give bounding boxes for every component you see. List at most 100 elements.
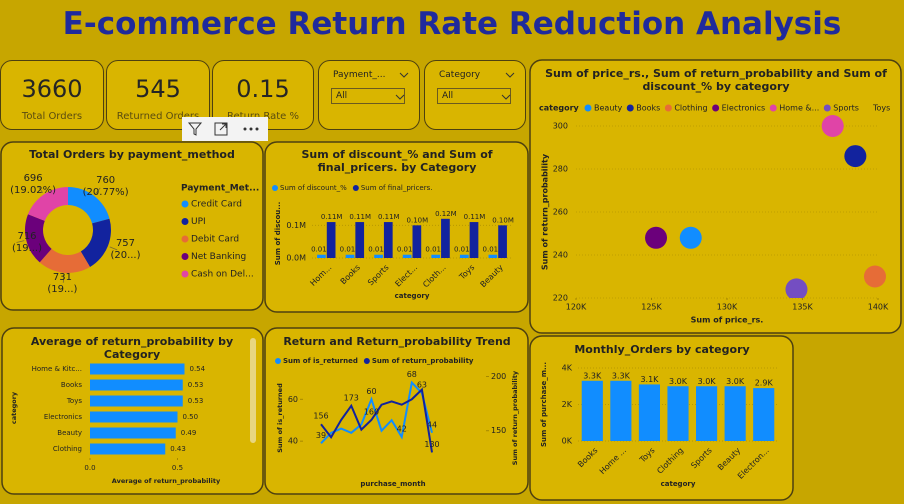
bar [402,254,412,258]
scatter-point [679,226,702,249]
legend-title: Payment_Met... [181,184,259,194]
y-tick-label: 0.0M [286,254,306,263]
panel [1,327,264,495]
legend-marker [181,253,189,260]
legend-label: Electronics [722,104,766,113]
bar [345,254,355,258]
bar [317,254,326,258]
data-label: 130 [424,440,439,449]
legend-marker [181,270,189,278]
data-label: 0.54 [190,365,206,373]
leader-line [94,187,101,195]
y-tick-label: 240 [553,251,568,260]
data-label: 0.10M [492,216,514,224]
bar [374,254,383,258]
slicer-dropdown[interactable]: All [437,88,511,104]
x-tick-label: 120K [566,303,587,312]
line-series [320,387,433,453]
data-label: 0.11M [464,213,486,221]
slicer-dropdown[interactable]: All [331,88,405,104]
kpi-card: 3660 Total Orders [0,60,104,130]
bar [667,386,689,441]
legend-marker [272,185,278,191]
chevron [501,94,511,100]
y-tick-label: 60 [288,395,298,404]
chevron [395,94,405,100]
y-tick-label: Home & Kitc... [32,365,82,373]
y2-tick-label: 150 [491,426,506,435]
data-label: 0.01M [311,246,333,254]
page-title: E-commerce Return Rate Reduction Analysi… [62,6,842,42]
bar [498,225,507,258]
y-tick-label: 300 [553,122,568,131]
data-label: 3.0K [669,377,688,386]
data-label: 757 (20...) [110,238,141,262]
y-tick-label: Clothing [53,445,82,453]
y-tick-label: 260 [553,208,568,217]
filter-icon[interactable] [187,122,203,136]
y-axis-title: Sum of return_probability [541,153,550,270]
panel [529,335,794,501]
data-label: 0.01M [483,246,505,254]
data-label: 42 [397,424,407,433]
scatter-point [645,226,668,249]
legend-label: Debit Card [191,235,239,245]
legend-label: Home &... [779,104,819,113]
x-tick-label: 125K [641,303,662,312]
x-tick-label: 0.5 [172,464,183,472]
data-label: 0.53 [188,397,204,405]
bar [412,225,422,258]
chart-title: Total Orders by payment_method [29,148,235,161]
data-label: 0.11M [321,213,343,221]
y-tick-label: 0.1M [286,221,306,230]
legend-label: Net Banking [191,252,246,262]
chart-title: Sum of price_rs., Sum of return_probabil… [545,67,887,93]
legend-label: Books [636,104,660,113]
bar [326,222,336,258]
data-label: 0.43 [170,445,186,453]
data-label: 173 [344,393,359,402]
y-tick-label: 2K [562,400,573,409]
kpi-value: 0.15 [236,75,290,103]
chevron [505,72,515,78]
data-label: 156 [313,412,328,421]
data-label: 3.0K [698,377,717,386]
scrollbar[interactable] [250,338,256,443]
legend-marker [626,104,634,112]
data-label: 0.01M [397,246,419,254]
more-icon[interactable] [243,127,259,131]
legend-marker [769,104,777,112]
y-tick-label: 4K [562,364,573,373]
data-label: 63 [417,381,427,390]
bar [355,222,365,258]
data-label: 0.01M [425,246,447,254]
donut-slice [68,187,110,224]
bar [383,222,393,258]
bar [90,427,176,439]
legend-label: Sum of discount_% [280,184,347,192]
chart-title: Return and Return_probability Trend [283,335,511,348]
legend-label: Cash on Del... [191,270,254,280]
legend-marker [275,358,281,364]
data-label: 0.01M [340,246,362,254]
scatter-point [863,265,886,288]
legend-marker [181,235,189,243]
leader-line [37,185,44,194]
y-tick-label: 0K [562,437,573,446]
legend-marker [363,358,370,364]
data-label: 3.0K [726,377,745,386]
leader-line [16,240,25,243]
data-label: 39 [316,431,326,440]
data-label: 160 [364,407,379,416]
legend-marker [712,104,720,112]
y-tick-label: Books [61,381,82,389]
bar [90,379,183,391]
x-axis-title: category [661,480,696,488]
data-label: 3.3K [583,371,602,380]
data-label: 731 (19...) [47,271,78,295]
x-tick-label: 140K [868,303,889,312]
focus-icon[interactable] [214,122,228,136]
data-label: 44 [427,420,437,429]
